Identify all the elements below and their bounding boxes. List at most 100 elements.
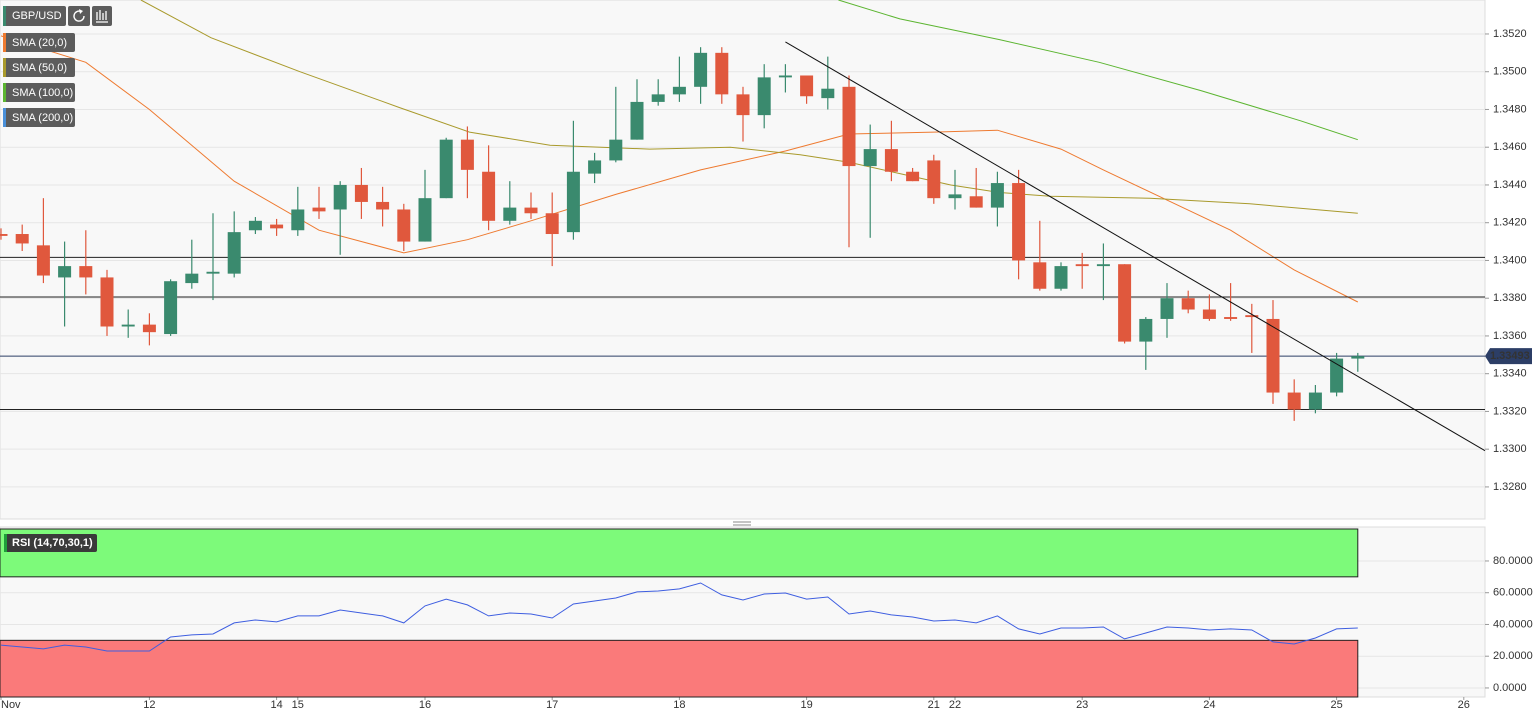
candle-body <box>694 52 708 87</box>
refresh-arrow <box>79 9 83 14</box>
sma-line <box>838 0 1358 141</box>
y-tick-label: 60.0000 <box>1493 587 1533 599</box>
oversold-zone <box>0 639 1359 698</box>
candle-body <box>227 232 241 274</box>
y-tick-label: 1.3480 <box>1493 103 1527 115</box>
y-tick-label: 1.3360 <box>1493 330 1527 342</box>
y-tick-label: 1.3340 <box>1493 368 1527 380</box>
candle-body <box>715 52 729 95</box>
candle-body <box>1287 392 1301 410</box>
candle-body <box>439 139 453 199</box>
candle-body <box>821 88 835 99</box>
sma-line <box>0 35 1359 303</box>
legend-item[interactable]: SMA (200,0) <box>3 108 75 127</box>
rsi-label-box <box>4 534 97 552</box>
legend-item[interactable]: SMA (100,0) <box>3 83 75 102</box>
candle-body <box>1118 264 1132 342</box>
candle-body <box>397 209 411 242</box>
candle-body <box>206 271 220 274</box>
candle-body <box>100 277 114 327</box>
candle-body <box>588 160 602 174</box>
y-tick-label: 20.0000 <box>1493 650 1533 662</box>
candle-body <box>36 245 50 276</box>
legend-item[interactable]: SMA (20,0) <box>3 33 75 52</box>
x-tick-label: 19 <box>800 699 812 711</box>
x-tick-label: 12 <box>143 699 155 711</box>
panel-resize-handle[interactable] <box>733 521 751 526</box>
candle-body <box>778 75 792 78</box>
candle-body <box>842 86 856 167</box>
candle-body <box>1054 266 1068 289</box>
candle-body <box>376 201 390 210</box>
x-tick-label: 23 <box>1076 699 1088 711</box>
candle-body <box>630 101 644 140</box>
candle-body <box>1224 317 1238 319</box>
candle-body <box>460 139 474 170</box>
legend-box <box>3 58 75 77</box>
candle-body <box>1351 356 1365 359</box>
candle-body <box>248 220 262 231</box>
y-tick-label: 1.3420 <box>1493 217 1527 229</box>
symbol-box <box>3 6 66 26</box>
legend-swatch <box>3 83 6 102</box>
candle-body <box>291 209 305 231</box>
trendline <box>785 41 1486 452</box>
y-tick-label: 40.0000 <box>1493 618 1533 630</box>
candle-body <box>121 324 135 327</box>
candle-body <box>884 149 898 172</box>
y-tick-label: 1.3280 <box>1493 481 1527 493</box>
chart-type-button-bg <box>92 6 112 26</box>
candle-body <box>418 198 432 242</box>
candle-body <box>1012 183 1026 261</box>
candle-body <box>1160 298 1174 319</box>
candle-body <box>270 224 284 229</box>
candle-body <box>1330 358 1344 393</box>
y-tick-label: 1.3500 <box>1493 66 1527 78</box>
candle-body <box>58 266 72 278</box>
candle-body <box>164 281 178 335</box>
y-tick-label: 80.0000 <box>1493 555 1533 567</box>
candle-body <box>566 171 580 233</box>
candle-body <box>79 266 93 278</box>
x-tick-label: 17 <box>546 699 558 711</box>
candle-body <box>1139 318 1153 342</box>
y-tick-label: 0.0000 <box>1493 682 1527 694</box>
candle-body <box>736 94 750 116</box>
x-tick-label: 15 <box>292 699 304 711</box>
x-tick-label: 21 <box>928 699 940 711</box>
chart-type-button[interactable] <box>92 6 112 26</box>
candle-body <box>927 160 941 199</box>
x-tick-label: 26 <box>1458 699 1470 711</box>
rsi-line <box>0 582 1358 652</box>
candle-body <box>969 196 983 208</box>
legend-label: SMA (20,0) <box>12 37 67 49</box>
refresh-button[interactable] <box>68 6 90 26</box>
y-tick-label: 1.3520 <box>1493 28 1527 40</box>
candle-body <box>906 171 920 182</box>
candle-body <box>1202 309 1216 319</box>
candle-body <box>757 77 771 116</box>
y-tick-label: 1.3400 <box>1493 254 1527 266</box>
chart-type-icon <box>96 10 108 23</box>
y-tick-label: 1.3440 <box>1493 179 1527 191</box>
candle-body <box>524 207 538 214</box>
rsi-label-accent <box>4 534 7 552</box>
candle-body <box>545 213 559 235</box>
candle-body <box>1308 392 1322 410</box>
symbol-label: GBP/USD <box>12 10 62 22</box>
y-tick-label: 1.3460 <box>1493 141 1527 153</box>
legend-swatch <box>3 58 6 77</box>
legend-box <box>3 83 75 102</box>
legend-item[interactable]: SMA (50,0) <box>3 58 75 77</box>
rsi-label: RSI (14,70,30,1) <box>12 537 93 549</box>
x-tick-label: 14 <box>270 699 282 711</box>
candle-body <box>185 273 199 284</box>
last-price-tag <box>1485 348 1532 365</box>
x-tick-label: 16 <box>419 699 431 711</box>
sma-line <box>140 0 1358 214</box>
candle-body <box>800 75 814 97</box>
last-price-label: 1.33493 <box>1490 350 1530 362</box>
candle-body <box>863 149 877 167</box>
